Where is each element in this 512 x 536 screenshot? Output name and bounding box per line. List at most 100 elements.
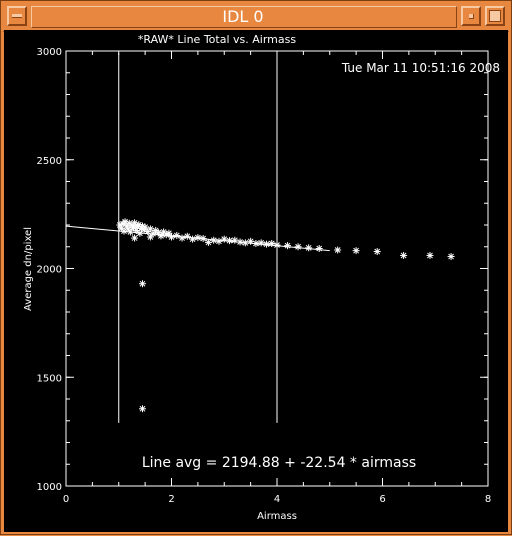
data-point <box>173 231 181 239</box>
asterisk-stroke <box>147 234 154 240</box>
asterisk-stroke <box>155 229 162 236</box>
x-tick-label: 6 <box>379 494 385 505</box>
asterisk-stroke <box>231 237 238 244</box>
data-point <box>247 237 255 245</box>
y-axis-label: Average dn/pixel <box>23 227 34 311</box>
data-point <box>231 236 239 244</box>
asterisk-stroke <box>247 238 254 245</box>
data-point <box>252 239 260 247</box>
asterisk-stroke <box>295 243 301 250</box>
window-menu-button[interactable] <box>7 6 27 26</box>
asterisk-stroke <box>135 221 142 228</box>
asterisk-stroke <box>133 227 140 234</box>
data-point <box>183 232 191 240</box>
asterisk-stroke <box>168 234 175 240</box>
asterisk-stroke <box>216 238 222 245</box>
data-point <box>215 237 223 245</box>
asterisk-stroke <box>147 226 154 232</box>
maximize-button[interactable] <box>485 6 505 26</box>
axes: 0 2 4 6 8 1000 1500 2000 2500 3000 <box>37 47 492 505</box>
asterisk-stroke <box>226 237 233 244</box>
asterisk-stroke <box>205 239 212 246</box>
asterisk-stroke <box>258 239 265 246</box>
x-tick-label: 2 <box>168 494 174 505</box>
minimize-button[interactable] <box>461 6 481 26</box>
asterisk-stroke <box>448 253 454 260</box>
x-tick-label: 0 <box>63 494 69 505</box>
x-axis-label: Airmass <box>257 511 297 522</box>
asterisk-stroke <box>200 235 207 242</box>
x-tick-label: 8 <box>485 494 491 505</box>
data-point <box>315 244 323 252</box>
plot-title: *RAW* Line Total vs. Airmass <box>138 33 296 46</box>
scatter-plot: *RAW* Line Total vs. Airmass Tue Mar 11 … <box>23 33 500 522</box>
data-point <box>136 229 144 237</box>
data-point <box>132 226 140 234</box>
asterisk-stroke <box>139 280 146 287</box>
asterisk-stroke <box>274 242 280 248</box>
title-bar[interactable]: IDL 0 <box>3 3 509 32</box>
asterisk-stroke <box>237 239 243 245</box>
data-point <box>294 243 302 251</box>
data-point <box>334 246 342 254</box>
timestamp-label: Tue Mar 11 10:51:16 2008 <box>341 61 500 75</box>
data-point <box>268 239 276 247</box>
data-point <box>141 223 149 231</box>
asterisk-stroke <box>221 236 228 243</box>
data-point <box>273 241 281 249</box>
asterisk-stroke <box>427 252 433 259</box>
data-point <box>236 238 244 246</box>
data-point <box>400 251 408 259</box>
asterisk-stroke <box>131 219 138 226</box>
asterisk-stroke <box>139 223 146 229</box>
data-point <box>189 235 197 243</box>
asterisk-stroke <box>353 247 359 254</box>
data-point <box>226 237 234 245</box>
asterisk-stroke <box>142 224 148 231</box>
y-tick-label: 3000 <box>37 47 62 58</box>
asterisk-stroke <box>131 235 138 241</box>
data-point <box>447 253 455 261</box>
y-tick-label: 2000 <box>37 265 62 276</box>
data-point <box>241 239 249 247</box>
asterisk-stroke <box>179 235 185 241</box>
data-point <box>220 235 228 243</box>
data-point <box>157 232 165 240</box>
menu-bar-icon <box>12 14 22 18</box>
asterisk-stroke <box>253 240 259 247</box>
data-point <box>165 229 173 237</box>
asterisk-stroke <box>127 229 134 235</box>
data-point <box>194 234 202 242</box>
asterisk-stroke <box>334 247 341 253</box>
data-point <box>352 247 360 255</box>
asterisk-stroke <box>184 233 191 240</box>
data-point <box>168 233 175 241</box>
asterisk-stroke <box>268 240 275 247</box>
maximize-icon <box>489 10 501 22</box>
data-points <box>116 218 455 413</box>
asterisk-stroke <box>316 245 323 252</box>
data-point <box>262 240 270 248</box>
y-tick-label: 1500 <box>37 373 62 384</box>
asterisk-stroke <box>139 405 146 412</box>
data-point <box>204 238 212 246</box>
data-point <box>210 236 218 244</box>
asterisk-stroke <box>400 252 407 259</box>
data-point <box>426 251 434 259</box>
data-point <box>199 234 207 242</box>
data-point <box>146 225 154 233</box>
y-tick-label: 2500 <box>37 156 62 167</box>
asterisk-stroke <box>242 239 249 246</box>
title-drag-area[interactable] <box>31 6 457 28</box>
data-point <box>138 405 146 413</box>
asterisk-stroke <box>158 233 164 239</box>
window-title: IDL 0 <box>222 7 264 26</box>
data-point <box>138 280 146 288</box>
minimize-icon <box>469 14 474 19</box>
data-point <box>146 233 154 241</box>
x-tick-label: 4 <box>274 494 280 505</box>
asterisk-stroke <box>116 222 123 228</box>
data-point <box>178 234 186 242</box>
data-point <box>373 248 381 256</box>
asterisk-stroke <box>160 229 167 235</box>
